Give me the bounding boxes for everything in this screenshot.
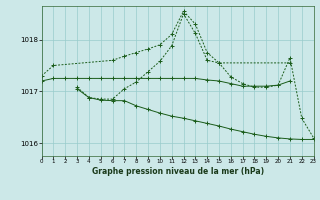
X-axis label: Graphe pression niveau de la mer (hPa): Graphe pression niveau de la mer (hPa) — [92, 167, 264, 176]
